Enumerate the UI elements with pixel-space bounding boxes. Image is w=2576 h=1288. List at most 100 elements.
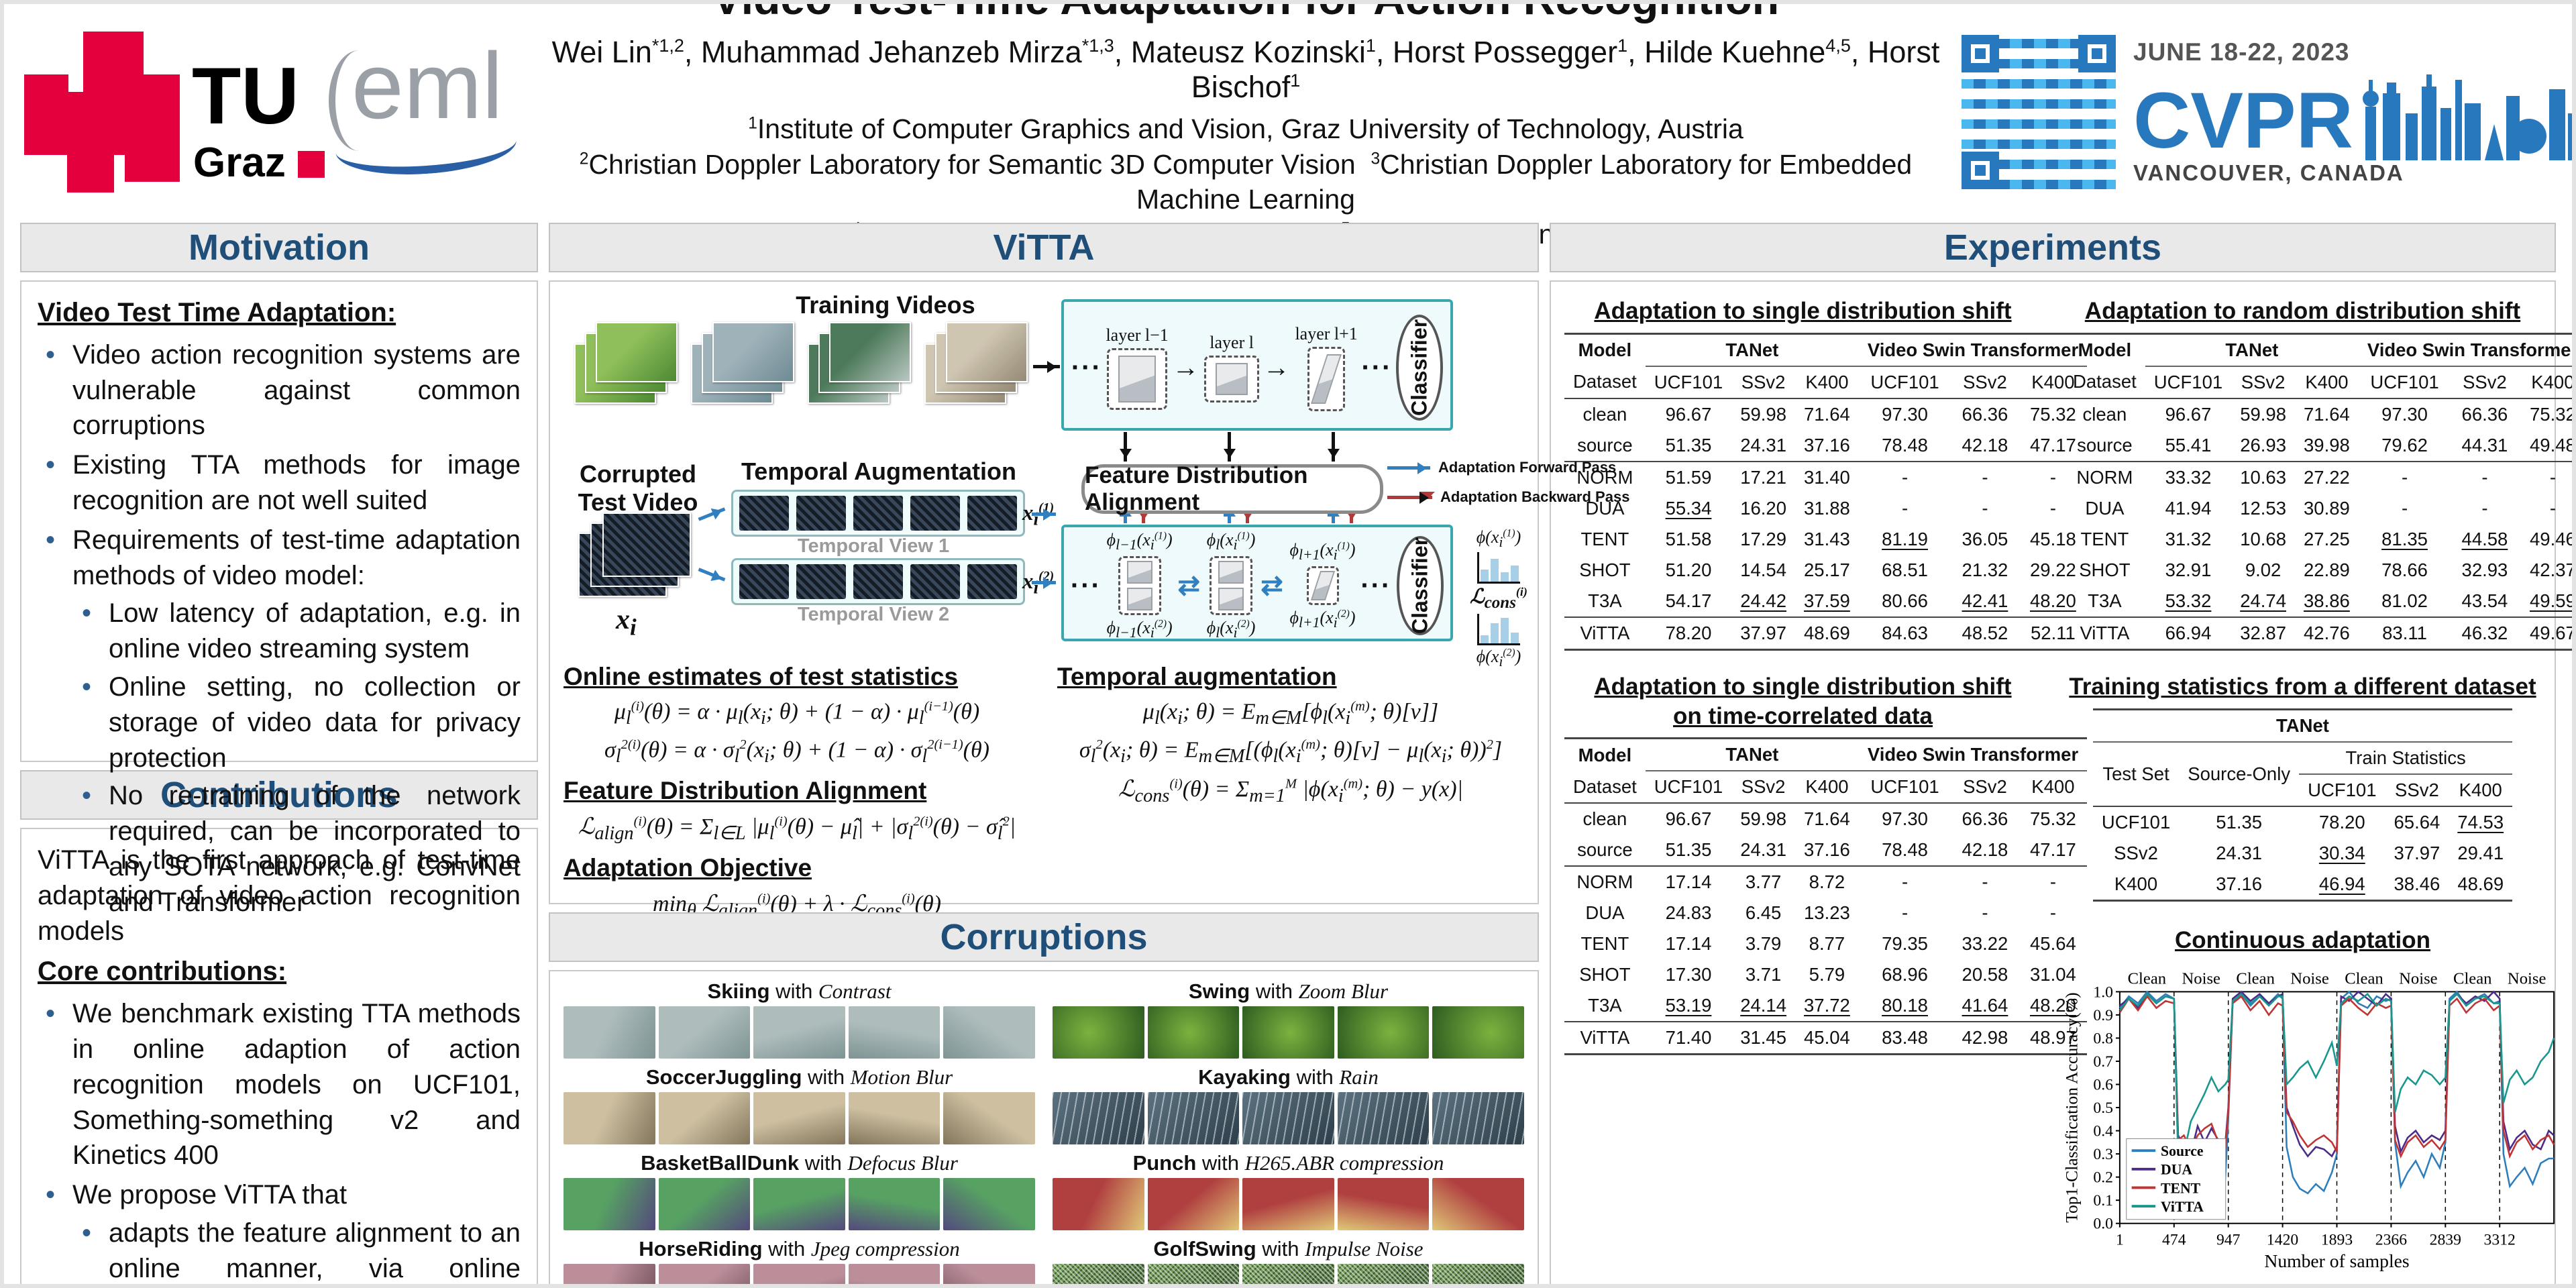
col-header: SSv2 <box>1741 371 1786 392</box>
table-cell: 8.77 <box>1809 933 1845 955</box>
table-block-random-shift: Adaptation to random distribution shift M… <box>2064 292 2572 651</box>
sub-bullet-item: No re-training of the network required, … <box>72 778 521 920</box>
series-tent <box>2118 995 2555 1159</box>
equation-heading: Adaptation Objective <box>564 854 812 882</box>
table-cell: 24.31 <box>2216 842 2263 863</box>
y-tick-label: 0.0 <box>2093 1216 2113 1233</box>
affiliation-line-1: 1Institute of Computer Graphics and Visi… <box>748 113 1743 145</box>
table-block-single-shift: Adaptation to single distribution shift M… <box>1564 292 2088 651</box>
video-frame <box>848 1264 941 1284</box>
equation: σl2(xi; θ) = Em∈M[(ϕl(xi(m); θ)[v] − μl(… <box>1079 737 1503 767</box>
table-cell: 78.20 <box>1665 622 1712 643</box>
table-header-row: Model TANet Video Swin Transformer <box>1564 738 2088 772</box>
col-header: SSv2 <box>1963 776 2007 798</box>
table-cell: 24.83 <box>1665 902 1712 924</box>
x-tick-label: 947 <box>2216 1232 2241 1249</box>
table-row: SHOT 17.30 3.71 5.79 68.96 20.58 31.04 <box>1564 959 2087 990</box>
video-frame <box>596 322 678 382</box>
table-cell: 51.35 <box>1645 429 1732 462</box>
feature-cube-icon <box>1126 561 1152 584</box>
equation: ℒcons(i)(θ) = Σm=1M |ϕ(xi(m); θ) − y(x)| <box>1118 776 1463 807</box>
corruption-frames <box>1053 1178 1524 1230</box>
corruptions-grid: Skiing with Contrast Swing with Zoom Blur… <box>564 979 1524 1284</box>
diagram-legend-label: Adaptation Backward Pass <box>1440 488 1630 505</box>
video-frame <box>564 1092 655 1144</box>
table-cell: 17.21 <box>1740 466 1787 488</box>
y-tick-label: 0.9 <box>2093 1007 2113 1024</box>
table-header-row: Model TANet Video Swin Transformer <box>1564 333 2088 367</box>
col-header: SSv2 <box>2241 371 2286 392</box>
feature-cube-icon <box>1118 356 1157 402</box>
table-cell: 48.97 <box>2030 1027 2076 1049</box>
table-cell: 44.58 <box>2461 528 2508 549</box>
col-header: UCF101 <box>2370 371 2439 392</box>
col-header: SSv2 <box>2395 779 2439 800</box>
group-header: Video Swin Transformer <box>1858 333 2088 367</box>
diagram-legend-label: Adaptation Forward Pass <box>1438 459 1617 476</box>
table-cell: 17.14 <box>1665 871 1712 893</box>
video-frame <box>796 564 847 599</box>
video-frame <box>1242 1092 1334 1144</box>
table-cell: 32.87 <box>2240 622 2287 643</box>
video-frame <box>1242 1264 1334 1284</box>
chart-title: Continuous adaptation <box>2174 926 2431 953</box>
video-frame <box>658 1006 751 1059</box>
legend-label: Source <box>2161 1143 2204 1159</box>
x-tick-label: 3312 <box>2484 1232 2516 1249</box>
table-row: source 51.35 24.31 37.16 78.48 42.18 47.17 <box>1564 835 2088 867</box>
y-tick-label: 0.6 <box>2093 1077 2113 1094</box>
eml-logo: eml <box>329 33 530 186</box>
bullet-item: Video action recognition systems are vul… <box>38 337 521 443</box>
table-row: SHOT 32.91 9.02 22.89 78.66 32.93 42.37 <box>2064 555 2572 586</box>
col-header: UCF101 <box>2308 779 2377 800</box>
layer-feature-box <box>1107 348 1168 410</box>
table-cell: - <box>1982 497 1988 519</box>
table-cell: 81.19 <box>1882 528 1928 549</box>
table-cell: 54.17 <box>1645 585 1732 618</box>
arrow-view1-in-icon <box>1032 508 1056 521</box>
table-cell: 32.93 <box>2461 559 2508 580</box>
table-row: NORM 33.32 10.63 27.22 - - - <box>2064 462 2572 493</box>
corruption-item: Kayaking with Rain <box>1053 1065 1524 1144</box>
table-cell: 71.64 <box>1804 808 1850 830</box>
corruption-item: HorseRiding with Jpeg compression <box>564 1237 1035 1284</box>
video-frame <box>1432 1092 1524 1144</box>
table-cell: 41.94 <box>2165 497 2212 519</box>
qr-finder-icon <box>2078 35 2116 72</box>
temporal-view-1-strip <box>731 490 1025 537</box>
section-header-experiments: Experiments <box>1550 223 2556 272</box>
table-cell: 42.98 <box>1962 1027 2008 1049</box>
table-cell: 31.32 <box>2165 528 2212 549</box>
table-cell: 81.02 <box>2358 585 2451 618</box>
row-label: SHOT <box>1579 559 1631 580</box>
equation: μl(i)(θ) = α · μl(xi; θ) + (1 − α) · μl(… <box>614 699 980 729</box>
temporal-augmentation-label: Temporal Augmentation <box>741 458 1016 485</box>
row-label: ViTTA <box>1580 1027 1630 1049</box>
table-header-row: UCF101 SSv2 K400 <box>2093 774 2512 806</box>
motivation-list: Video action recognition systems are vul… <box>38 337 521 920</box>
row-label: NORM <box>1576 466 1633 488</box>
corruption-label: Swing with Zoom Blur <box>1188 979 1389 1003</box>
table-cell: 45.04 <box>1804 1027 1850 1049</box>
layer-feature-box <box>1210 556 1253 615</box>
table-cell: 10.68 <box>2240 528 2287 549</box>
table-cell: 37.16 <box>1795 835 1859 867</box>
video-frame <box>1242 1006 1334 1059</box>
ellipsis: ··· <box>1361 352 1393 382</box>
table-cell: 45.18 <box>2030 528 2076 549</box>
video-frame <box>1432 1264 1524 1284</box>
table-cell: 83.11 <box>2382 622 2427 643</box>
col-header: SSv2 <box>1741 776 1786 798</box>
row-label: DUA <box>1585 497 1625 519</box>
table-cell: 42.76 <box>2304 622 2350 643</box>
table-row: DUA 24.83 6.45 13.23 - - - <box>1564 898 2087 928</box>
table-cell: - <box>2481 466 2488 488</box>
table-cell: - <box>1982 902 1988 924</box>
row-label: SHOT <box>2079 559 2131 580</box>
table-cell: 55.41 <box>2145 429 2232 462</box>
row-label: T3A <box>2064 585 2145 618</box>
group-header: TANet <box>1645 333 1859 367</box>
video-frame <box>564 1264 655 1284</box>
table-cell: 78.66 <box>2381 559 2428 580</box>
x-tick-label: 1420 <box>2267 1232 2298 1249</box>
